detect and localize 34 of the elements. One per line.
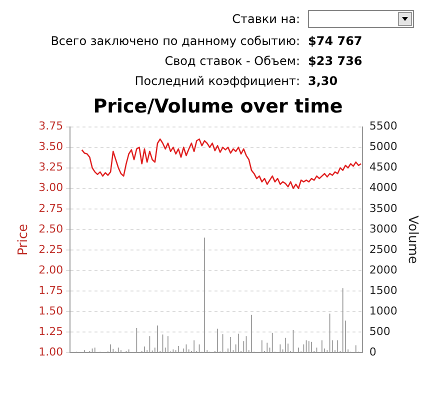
text: Всего заключено по данному событию: — [50, 34, 301, 48]
y2-axis-title: Volume — [404, 216, 420, 264]
y2-tick-label: 5000 — [369, 140, 398, 154]
y2-tick-label: 1500 — [369, 284, 398, 297]
y-tick-label: 2.25 — [38, 242, 64, 256]
y2-tick-label: 500 — [369, 324, 390, 338]
y-tick-label: 3.50 — [38, 140, 64, 154]
text: 3,30 — [308, 74, 339, 88]
y-tick-label: 2.00 — [38, 263, 64, 276]
y-tick-label: 1.75 — [38, 284, 64, 297]
chart-title: Price/Volume over time — [93, 95, 343, 118]
text: $23 736 — [308, 54, 364, 68]
y2-tick-label: 4500 — [369, 160, 398, 174]
text: Последний коэффициент: — [134, 74, 301, 88]
text: Свод ставок - Объем: — [164, 54, 301, 68]
y2-tick-label: 0 — [369, 345, 376, 358]
y2-tick-label: 5500 — [369, 120, 398, 133]
y2-tick-label: 3500 — [369, 202, 398, 215]
y2-tick-label: 2500 — [369, 242, 398, 256]
y2-tick-label: 4000 — [369, 181, 398, 194]
y2-tick-label: 2000 — [369, 263, 398, 276]
y-tick-label: 1.50 — [38, 304, 64, 318]
y-tick-label: 2.75 — [38, 202, 64, 215]
y-tick-label: 1.25 — [38, 324, 64, 338]
y-tick-label: 2.50 — [38, 222, 64, 236]
y-axis-title: Price — [16, 224, 32, 256]
text: Ставки на: — [231, 12, 301, 26]
y2-tick-label: 3000 — [369, 222, 398, 236]
y-tick-label: 1.00 — [38, 345, 64, 358]
y-tick-label: 3.75 — [38, 120, 64, 133]
y2-tick-label: 1000 — [369, 304, 398, 318]
y-tick-label: 3.00 — [38, 181, 64, 194]
text: $74 767 — [308, 34, 364, 48]
y-tick-label: 3.25 — [38, 160, 64, 174]
